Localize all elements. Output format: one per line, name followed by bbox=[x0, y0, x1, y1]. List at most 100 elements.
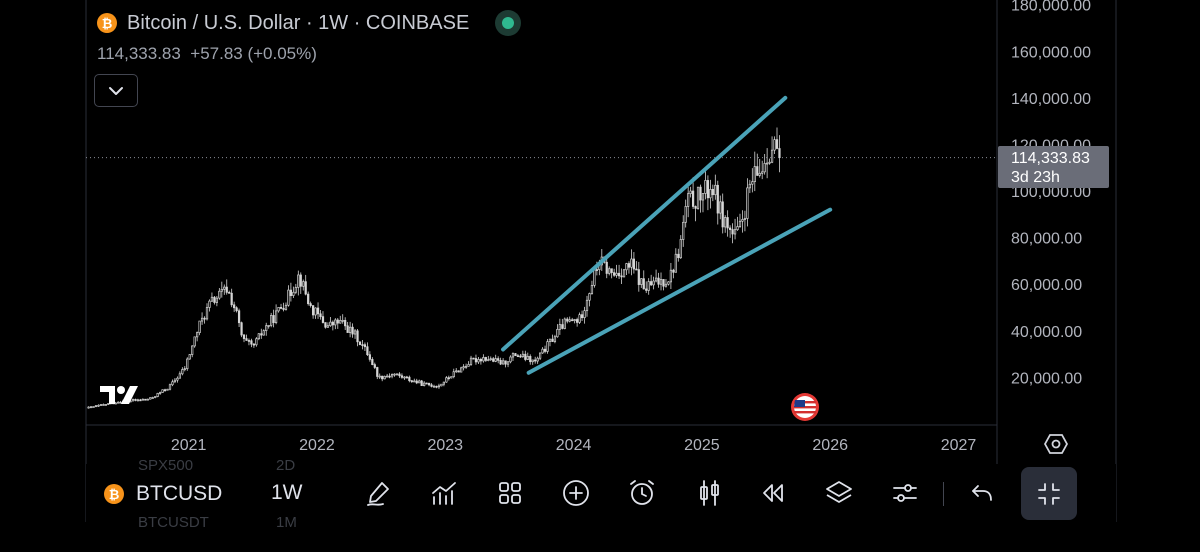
candle-body bbox=[319, 313, 322, 317]
candle-body bbox=[294, 287, 297, 293]
candle-body bbox=[553, 336, 557, 342]
candle-body bbox=[551, 338, 554, 342]
candle-body bbox=[166, 388, 169, 391]
candle-body bbox=[524, 353, 527, 360]
add-button[interactable] bbox=[559, 477, 593, 509]
candle-body bbox=[141, 398, 144, 401]
candle-body bbox=[299, 274, 302, 287]
collapse-legend-button[interactable] bbox=[94, 74, 138, 107]
symbol-title: Bitcoin / U.S. Dollar · 1W · COINBASE bbox=[127, 11, 470, 34]
candle-body bbox=[726, 217, 729, 229]
candle-body bbox=[282, 308, 285, 310]
fullscreen-exit-button[interactable] bbox=[1021, 467, 1077, 520]
candle-body bbox=[637, 269, 640, 285]
y-tick-label: 40,000.00 bbox=[1011, 324, 1082, 341]
candle-body bbox=[770, 149, 774, 163]
candle-body bbox=[173, 379, 177, 383]
candle-body bbox=[139, 399, 142, 402]
trendline[interactable] bbox=[526, 207, 833, 375]
y-tick-label: 80,000.00 bbox=[1011, 231, 1082, 248]
candle-body bbox=[711, 188, 714, 196]
candle-body bbox=[494, 358, 497, 362]
candle-body bbox=[593, 269, 596, 286]
candle-body bbox=[766, 162, 769, 165]
candle-body bbox=[696, 186, 700, 209]
candle-body bbox=[716, 184, 719, 214]
candle-body bbox=[608, 268, 611, 274]
interval-button[interactable]: 1W bbox=[271, 481, 303, 504]
candle-body bbox=[205, 307, 209, 320]
us-flag-event-icon[interactable] bbox=[790, 392, 820, 422]
layers-button[interactable] bbox=[822, 477, 856, 509]
candle-body bbox=[519, 355, 522, 358]
candle-body bbox=[546, 341, 549, 352]
x-tick-label: 2021 bbox=[171, 437, 207, 454]
candle-body bbox=[358, 341, 362, 345]
candle-body bbox=[464, 365, 468, 368]
candle-body bbox=[302, 281, 305, 287]
candle-body bbox=[368, 354, 371, 360]
candle-body bbox=[640, 278, 643, 285]
candle-body bbox=[304, 281, 307, 295]
candle-body bbox=[159, 392, 162, 394]
alert-button[interactable] bbox=[625, 477, 659, 509]
candle-body bbox=[484, 357, 487, 361]
candle-body bbox=[321, 316, 325, 323]
candle-body bbox=[311, 305, 315, 316]
scale-settings-icon[interactable] bbox=[1044, 432, 1068, 456]
candle-body bbox=[316, 307, 320, 315]
candle-body bbox=[479, 359, 483, 362]
candle-body bbox=[706, 180, 710, 199]
trendline[interactable] bbox=[501, 95, 788, 352]
symbol-search-button[interactable]: ₿ BTCUSD bbox=[104, 482, 222, 506]
chart-settings-button[interactable] bbox=[888, 477, 922, 509]
candle-body bbox=[704, 180, 707, 194]
candle-body bbox=[497, 358, 500, 361]
candle-body bbox=[279, 307, 283, 309]
x-tick-label: 2022 bbox=[299, 437, 335, 454]
candle-body bbox=[741, 219, 744, 222]
candle-body bbox=[435, 385, 438, 388]
add-icon bbox=[563, 480, 589, 506]
candle-body bbox=[191, 345, 194, 355]
candle-body bbox=[504, 360, 507, 365]
replay-button[interactable] bbox=[756, 477, 790, 509]
indicators-button[interactable] bbox=[427, 477, 461, 509]
candle-body bbox=[672, 269, 675, 273]
chart-type-button[interactable] bbox=[693, 477, 727, 509]
ghost-interval-bottom: 1M bbox=[276, 514, 297, 531]
layouts-button[interactable] bbox=[493, 477, 527, 509]
candle-body bbox=[346, 325, 349, 333]
undo-button[interactable] bbox=[965, 477, 999, 509]
ghost-symbol-top: SPX500 bbox=[138, 457, 194, 474]
candle-body bbox=[410, 380, 413, 383]
candle-body bbox=[94, 405, 98, 408]
candle-body bbox=[571, 319, 574, 322]
candle-body bbox=[568, 319, 571, 322]
candle-body bbox=[373, 364, 376, 368]
bitcoin-icon: ₿ bbox=[97, 13, 117, 33]
candle-body bbox=[738, 220, 742, 227]
candle-body bbox=[213, 296, 216, 303]
candle-body bbox=[353, 330, 357, 335]
market-status-icon[interactable] bbox=[495, 10, 522, 36]
candle-body bbox=[250, 340, 253, 345]
candle-body bbox=[482, 357, 485, 362]
drawing-tools-button[interactable] bbox=[362, 477, 396, 509]
candle-body bbox=[743, 218, 747, 220]
candle-body bbox=[669, 269, 673, 283]
symbol-header[interactable]: ₿ Bitcoin / U.S. Dollar · 1W · COINBASE bbox=[97, 10, 522, 36]
candle-body bbox=[92, 406, 95, 408]
candle-body bbox=[751, 181, 754, 185]
candle-body bbox=[521, 353, 524, 357]
candle-body bbox=[329, 321, 332, 327]
candle-body bbox=[709, 188, 712, 199]
x-tick-label: 2024 bbox=[556, 437, 592, 454]
candle-body bbox=[257, 333, 260, 340]
ghost-symbol-bottom: BTCUSDT bbox=[138, 514, 209, 531]
candle-body bbox=[563, 318, 566, 329]
candle-body bbox=[590, 285, 594, 294]
candle-body bbox=[472, 357, 475, 360]
candle-body bbox=[659, 279, 663, 285]
